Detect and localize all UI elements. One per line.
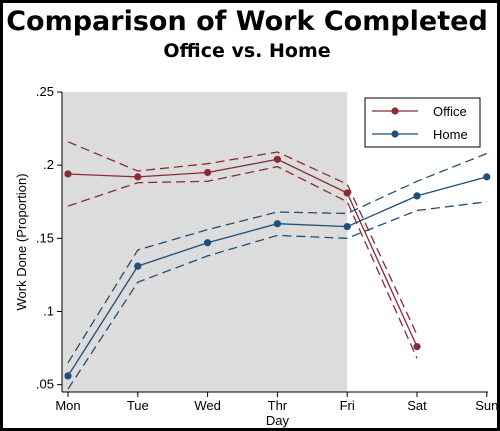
- x-axis-label: Day: [266, 413, 290, 428]
- x-tick-label: Fri: [340, 398, 355, 413]
- y-tick-label: .25: [36, 84, 54, 99]
- y-tick-label: .2: [43, 157, 54, 172]
- office-point: [343, 189, 351, 197]
- y-tick-label: .05: [36, 377, 54, 392]
- legend-box: [364, 97, 481, 148]
- legend: Office Home: [364, 97, 481, 148]
- home-point: [273, 220, 281, 228]
- office-point: [413, 343, 421, 351]
- office-point: [134, 173, 142, 181]
- home-point: [204, 239, 212, 247]
- series-layer: [64, 141, 491, 390]
- x-tick-label: Sat: [407, 398, 427, 413]
- legend-label-home: Home: [433, 127, 468, 142]
- office-series-line: [67, 158, 418, 347]
- home-lower-ci-line: [67, 201, 487, 390]
- office-lower-ci-line: [67, 165, 418, 359]
- chart-subtitle: Office vs. Home: [163, 40, 331, 62]
- home-upper-ci-line: [67, 152, 488, 364]
- axes: .05 .1 .15 .2 .25 Mon Tue Wed Thr Fri Sat Sun: [36, 84, 498, 413]
- office-upper-ci-line: [67, 141, 418, 336]
- home-point: [134, 262, 142, 270]
- legend-marker-home: [391, 130, 399, 138]
- home-point: [343, 223, 351, 231]
- office-point: [204, 168, 212, 177]
- x-tick-label: Wed: [194, 398, 221, 413]
- legend-label-office: Office: [433, 104, 467, 119]
- x-tick-label: Mon: [55, 398, 80, 413]
- home-point: [64, 372, 72, 380]
- x-tick-label: Sun: [475, 398, 498, 413]
- home-point: [413, 192, 421, 200]
- legend-marker-office: [391, 107, 399, 115]
- x-tick-label: Tue: [127, 398, 149, 413]
- x-tick-label: Thr: [268, 398, 288, 413]
- y-tick-label: .1: [43, 304, 54, 319]
- office-point: [64, 170, 72, 178]
- y-tick-label: .15: [36, 230, 54, 245]
- chart-title: Comparison of Work Completed: [6, 6, 488, 37]
- y-axis-label: Work Done (Proportion): [14, 173, 29, 310]
- home-point: [483, 173, 491, 181]
- office-point: [273, 155, 281, 163]
